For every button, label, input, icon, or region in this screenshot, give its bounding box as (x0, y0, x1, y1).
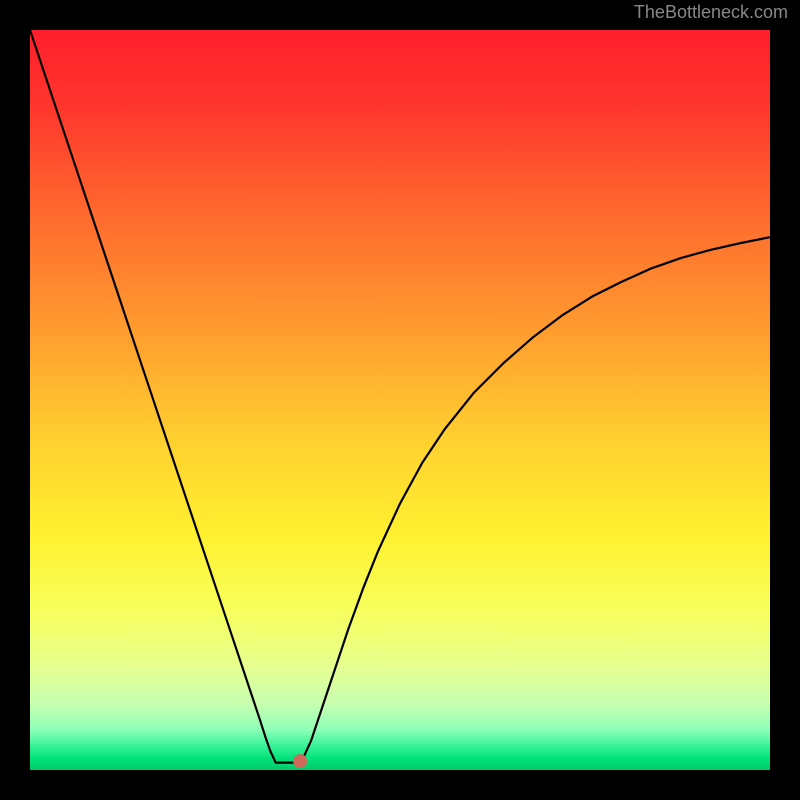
chart-svg (0, 0, 800, 800)
optimal-point-marker (293, 754, 307, 768)
chart-stage: TheBottleneck.com (0, 0, 800, 800)
plot-area (30, 30, 770, 770)
